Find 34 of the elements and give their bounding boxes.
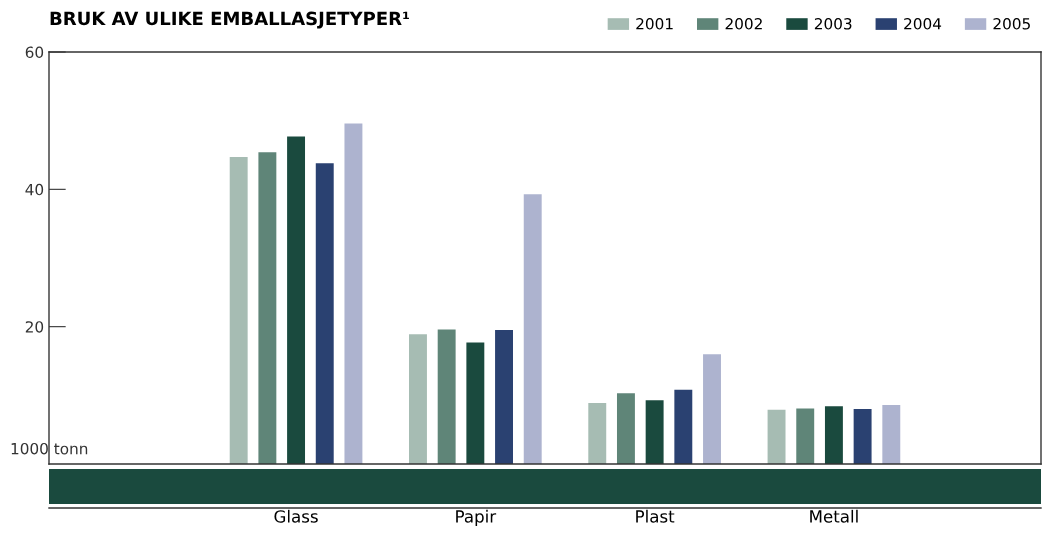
legend-label: 2005 bbox=[993, 18, 1030, 30]
bar bbox=[466, 342, 485, 464]
y-tick-label: 20 bbox=[25, 321, 44, 333]
bar bbox=[824, 406, 843, 464]
bar bbox=[882, 404, 901, 464]
bar bbox=[674, 389, 693, 464]
bar bbox=[767, 409, 786, 464]
bar bbox=[853, 409, 872, 464]
bar bbox=[616, 393, 635, 464]
bar bbox=[344, 123, 363, 464]
bar bbox=[229, 157, 248, 464]
legend-label: 2004 bbox=[904, 18, 942, 30]
legend-label: 2002 bbox=[725, 18, 762, 30]
x-tick-label: Papir bbox=[456, 509, 497, 526]
x-tick-label: Plast bbox=[636, 509, 675, 523]
bar bbox=[703, 354, 721, 464]
legend-label: 2001 bbox=[636, 18, 673, 30]
x-tick-label: Metall bbox=[810, 509, 858, 523]
y-tick-label: 60 bbox=[25, 46, 44, 59]
bar bbox=[495, 330, 513, 464]
bar bbox=[437, 329, 456, 464]
y-axis-title: 1000 tonn bbox=[11, 442, 88, 455]
chart-title: BRUK AV ULIKE EMBALLASJETYPER¹ bbox=[50, 11, 409, 29]
bar bbox=[645, 400, 664, 464]
bar bbox=[796, 408, 815, 464]
y-tick-label: 40 bbox=[25, 183, 44, 196]
legend-label: 2003 bbox=[814, 18, 852, 30]
bar bbox=[523, 194, 542, 464]
bar bbox=[588, 402, 607, 464]
bar bbox=[315, 163, 334, 464]
bar bbox=[287, 136, 306, 464]
x-tick-label: Glass bbox=[274, 509, 318, 523]
bar bbox=[409, 334, 427, 464]
bar bbox=[258, 152, 277, 464]
